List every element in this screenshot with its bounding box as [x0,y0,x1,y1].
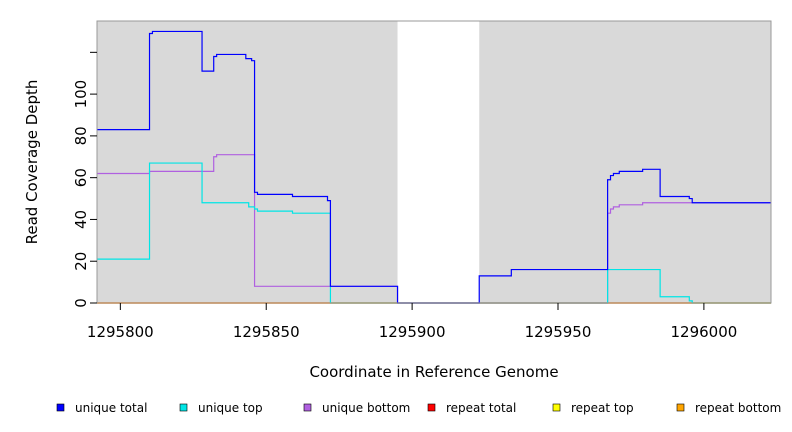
legend-label: repeat top [571,401,634,415]
y-tick-label: 80 [72,126,90,145]
x-tick-label: 1295800 [87,323,154,341]
y-tick-label: 60 [72,168,90,187]
legend-label: repeat total [446,401,516,415]
x-tick-label: 1295950 [525,323,592,341]
legend-label: unique top [198,401,263,415]
x-tick-label: 1295900 [379,323,446,341]
y-tick-label: 40 [72,210,90,229]
legend-label: unique total [75,401,147,415]
legend-label: unique bottom [322,401,410,415]
y-tick-label: 100 [72,80,90,109]
legend-item-repeat-top: repeat top [552,401,634,415]
legend: unique total unique top unique bottom repea… [56,401,781,415]
y-tick-label: 20 [72,252,90,271]
legend-item-repeat-bottom: repeat bottom [676,401,781,415]
legend-label: repeat bottom [695,401,781,415]
legend-item-unique-total: unique total [56,401,147,415]
legend-swatch [56,403,65,412]
legend-item-unique-bottom: unique bottom [303,401,410,415]
legend-swatch [676,403,685,412]
legend-swatch [427,403,436,412]
legend-swatch [303,403,312,412]
legend-swatch [552,403,561,412]
y-axis-title: Read Coverage Depth [23,80,41,245]
x-tick-label: 1295850 [233,323,300,341]
series-line-unique-top [97,162,771,304]
x-axis-title: Coordinate in Reference Genome [309,363,558,381]
legend-swatch [179,403,188,412]
x-tick-label: 1296000 [670,323,737,341]
legend-item-unique-top: unique top [179,401,263,415]
y-tick-label: 0 [72,298,90,308]
gap-region-0 [397,21,480,303]
plot-frame [96,20,772,304]
series-line-unique-total [97,30,771,304]
legend-item-repeat-total: repeat total [427,401,516,415]
